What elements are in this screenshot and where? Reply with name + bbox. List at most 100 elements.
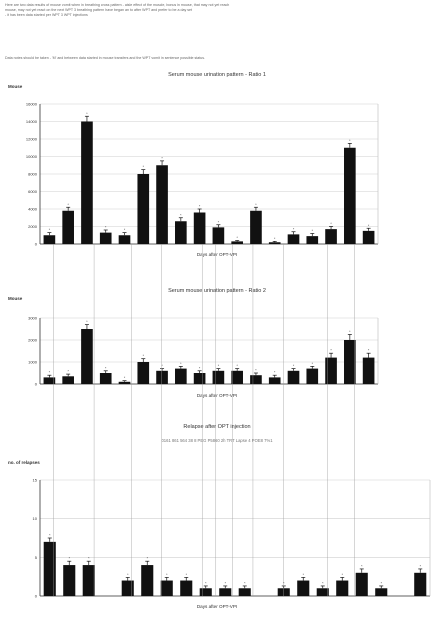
significance-marker: * [218, 364, 220, 368]
significance-marker: * [49, 228, 51, 232]
chart-title: Relapse after OPT injection [183, 424, 250, 430]
y-axis-label: no. of relapses [8, 460, 40, 465]
significance-marker: * [161, 364, 163, 368]
bar [362, 357, 375, 384]
significance-marker: * [124, 376, 126, 380]
bar [344, 340, 356, 384]
x-axis-label: Days after OPT-VPI [197, 604, 237, 609]
bar [250, 210, 262, 244]
bar [268, 377, 281, 384]
bar [81, 121, 93, 244]
significance-marker: * [330, 222, 332, 226]
y-tick-label: 14000 [26, 119, 38, 124]
bar [43, 541, 56, 596]
y-tick-label: 2000 [28, 338, 38, 343]
significance-marker: * [312, 362, 314, 366]
significance-marker: * [105, 226, 107, 230]
significance-marker: * [420, 564, 422, 568]
bar [82, 565, 95, 596]
bar [306, 236, 319, 244]
significance-marker: * [205, 581, 207, 585]
significance-marker: * [342, 573, 344, 577]
significance-marker: * [161, 156, 163, 160]
bar [99, 232, 112, 244]
significance-marker: * [293, 364, 295, 368]
bar [43, 377, 56, 384]
significance-marker: * [166, 573, 168, 577]
significance-marker: * [381, 581, 383, 585]
significance-marker: * [255, 369, 257, 373]
bar [180, 580, 193, 596]
bar [325, 229, 337, 244]
bar [62, 210, 74, 244]
bar [137, 174, 150, 244]
y-tick-label: 12000 [26, 137, 38, 142]
significance-marker: * [330, 349, 332, 353]
significance-marker: * [105, 366, 107, 370]
chart-annotation: 0161 861 564 38 8 PEG P5860 2h TRT Lapse… [161, 438, 273, 443]
bar [268, 242, 281, 244]
significance-marker: * [147, 557, 149, 561]
bar [375, 588, 388, 596]
y-tick-label: 0 [35, 382, 38, 387]
bar [212, 370, 225, 384]
significance-marker: * [225, 581, 227, 585]
bar [141, 565, 154, 596]
chart-panel-2: Serum mouse urination pattern - Ratio 2 M… [8, 288, 379, 398]
bar [118, 381, 131, 384]
chart-title: Serum mouse urination pattern - Ratio 1 [168, 72, 266, 78]
significance-marker: * [312, 229, 314, 233]
bar [336, 580, 349, 596]
bar [156, 165, 168, 244]
chart-panel-1: Serum mouse urination pattern - Ratio 1 M… [8, 72, 379, 257]
y-tick-label: 10 [33, 516, 38, 521]
bar [362, 230, 375, 244]
bar [193, 373, 206, 384]
chart-panel-3: Relapse after OPT injection 0161 861 564 … [8, 424, 431, 609]
intro-text: Here are two data results of mouse vomit… [5, 3, 430, 18]
significance-marker: * [124, 228, 126, 232]
y-tick-label: 4000 [28, 207, 38, 212]
significance-marker: * [180, 362, 182, 366]
significance-marker: * [236, 236, 238, 240]
significance-marker: * [88, 557, 90, 561]
significance-marker: * [236, 364, 238, 368]
significance-marker: * [127, 573, 129, 577]
significance-marker: * [255, 203, 257, 207]
bar [99, 373, 112, 384]
bar [297, 580, 310, 596]
significance-marker: * [303, 573, 305, 577]
significance-marker: * [293, 227, 295, 231]
bar [231, 241, 243, 244]
bar [175, 221, 187, 244]
significance-marker: * [67, 203, 69, 207]
significance-marker: * [274, 237, 276, 241]
y-tick-label: 3000 [28, 316, 38, 321]
bar [287, 370, 300, 384]
intro-note: Data notes should be taken - 'M' and bet… [5, 56, 206, 60]
bar [355, 572, 368, 596]
y-tick-label: 6000 [28, 189, 38, 194]
bar [43, 235, 56, 244]
bar [199, 588, 212, 596]
intro-line: - it has been data started per WPT 3 WPT… [5, 13, 88, 17]
significance-marker: * [86, 320, 88, 324]
significance-marker: * [349, 330, 351, 334]
significance-marker: * [349, 139, 351, 143]
y-tick-label: 16000 [26, 102, 38, 107]
bar [325, 357, 337, 384]
significance-marker: * [69, 557, 71, 561]
x-axis-label: Days after OPT-VPI [197, 393, 237, 398]
bar [156, 370, 168, 384]
bar [160, 580, 173, 596]
significance-marker: * [186, 573, 188, 577]
significance-marker: * [199, 205, 201, 209]
bar [306, 368, 319, 384]
y-tick-label: 2000 [28, 224, 38, 229]
significance-marker: * [199, 366, 201, 370]
significance-marker: * [283, 581, 285, 585]
significance-marker: * [322, 581, 324, 585]
y-axis-label: Mouse [8, 84, 23, 89]
significance-marker: * [368, 224, 370, 228]
